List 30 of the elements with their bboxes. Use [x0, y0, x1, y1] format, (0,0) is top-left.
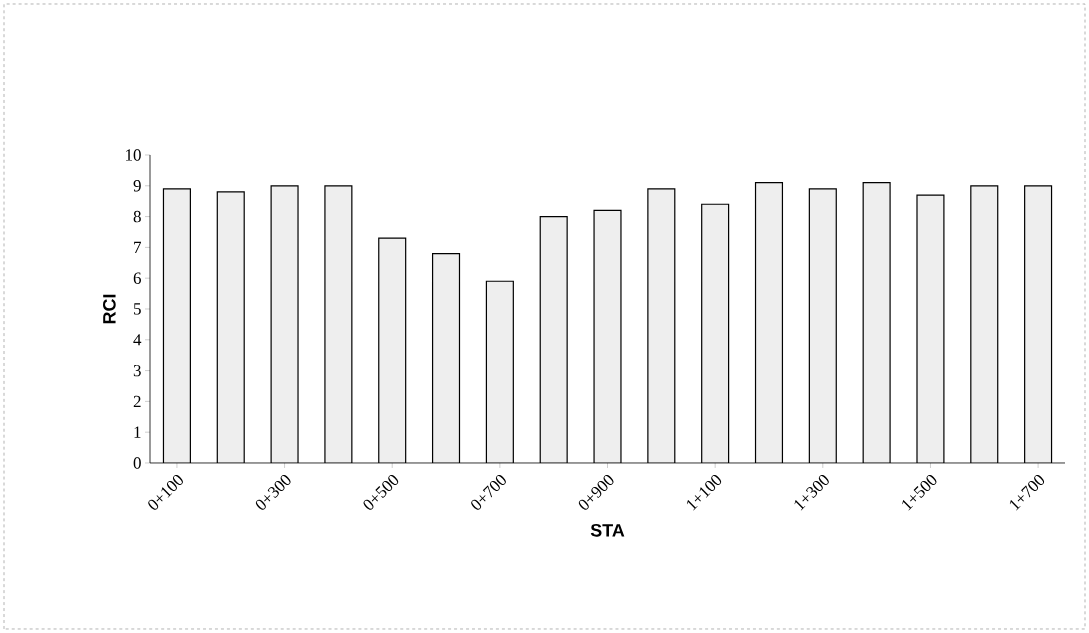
y-tick-label: 8 — [133, 210, 141, 223]
bar — [378, 238, 406, 463]
bar — [701, 204, 729, 463]
bar — [324, 185, 352, 463]
bar — [217, 191, 245, 463]
bar — [755, 182, 783, 463]
bar — [1024, 185, 1053, 463]
bar — [271, 185, 299, 463]
y-tick-label: 0 — [133, 457, 141, 469]
y-tick-label: 7 — [134, 241, 142, 253]
bar — [540, 216, 568, 463]
y-tick-label: 6 — [133, 272, 141, 284]
y-tick-label: 2 — [133, 395, 141, 407]
y-tick-label: 9 — [133, 180, 141, 192]
bar — [863, 182, 891, 463]
bar — [163, 188, 191, 463]
bar — [647, 188, 675, 463]
bar — [594, 210, 621, 463]
bar — [486, 281, 514, 463]
bar — [970, 185, 998, 463]
y-axis-title: RCI — [103, 294, 116, 324]
y-tick-label: 5 — [134, 303, 141, 315]
bar — [917, 195, 944, 463]
bar — [432, 253, 460, 463]
bar — [809, 188, 837, 463]
x-axis-title: STA — [590, 523, 625, 537]
y-tick-label: 10 — [126, 149, 141, 161]
y-tick-label: 3 — [133, 364, 141, 377]
y-tick-label: 1 — [134, 426, 141, 438]
y-tick-label: 4 — [133, 334, 142, 346]
